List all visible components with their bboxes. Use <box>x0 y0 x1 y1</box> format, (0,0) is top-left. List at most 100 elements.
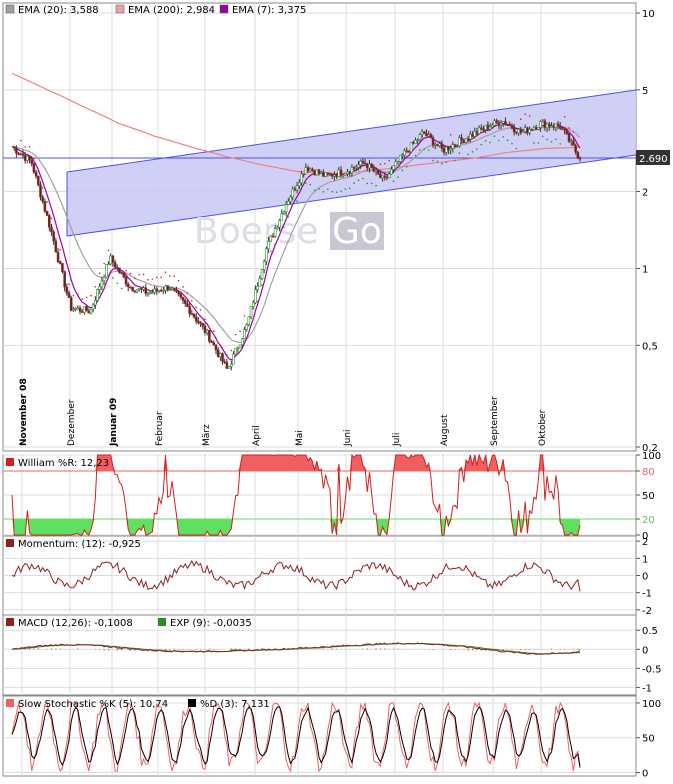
y-tick-label: 80 <box>642 467 655 478</box>
candle-body <box>541 120 545 123</box>
candle-body <box>387 173 391 179</box>
psar-dot <box>98 272 101 275</box>
candle-body <box>537 127 540 130</box>
psar-dot <box>191 299 193 302</box>
candle-body <box>442 147 446 153</box>
psar-dot <box>445 161 448 164</box>
candle-body <box>210 341 213 343</box>
psar-dot <box>366 182 369 185</box>
psar-dot <box>68 283 70 285</box>
stoch-panel: 100 50 0 Slow Stochastic %K (5): 10,74 %D (3… <box>3 696 661 780</box>
psar-dot <box>401 169 404 172</box>
psar-dot <box>138 274 140 276</box>
candle-body <box>383 175 387 178</box>
candle-body <box>453 144 457 146</box>
candle-body <box>455 144 459 147</box>
candle-body <box>153 288 156 293</box>
candle-body <box>137 288 141 291</box>
psar-dot <box>81 298 83 300</box>
watermark: Boerse Go <box>194 211 384 252</box>
candle-body <box>34 172 38 177</box>
psar-dot <box>186 292 189 294</box>
candle-body <box>302 173 305 176</box>
candle-body <box>337 169 341 177</box>
legend-swatch <box>219 4 229 14</box>
psar-dot <box>112 277 114 279</box>
psar-dot <box>173 275 176 278</box>
candle-body <box>341 174 345 177</box>
candle-body <box>172 287 176 291</box>
y-tick-label: 0 <box>642 769 648 779</box>
psar-dot <box>436 160 439 162</box>
candle-body <box>418 134 422 140</box>
candle-body <box>464 138 468 143</box>
candle-body <box>80 310 84 313</box>
psar-dot <box>414 154 417 157</box>
candle-body <box>552 125 555 128</box>
candle-body <box>170 287 174 290</box>
candle-body <box>539 121 542 128</box>
psar-dot <box>90 294 92 297</box>
psar-dot <box>269 250 272 253</box>
month-label: Juni <box>343 429 353 447</box>
candle-body <box>166 285 170 291</box>
candle-body <box>556 123 560 127</box>
psar-dot <box>524 113 526 115</box>
y-tick-label: 100 <box>642 699 661 710</box>
psar-dot <box>24 146 26 148</box>
candle-body <box>473 131 477 137</box>
candle-body <box>227 366 231 369</box>
macd-panel: 0.5 0 -0.5 -1 MACD (12,26): -0,1008 EXP (9): … <box>3 615 662 695</box>
candle-body <box>574 145 577 153</box>
candle-body <box>293 188 297 191</box>
psar-dot <box>248 331 250 334</box>
candle-body <box>83 306 86 313</box>
candle-body <box>328 173 332 176</box>
psar-dot <box>353 182 355 184</box>
williams-panel: 100 80 50 20 0 William %R: 12,23 <box>3 451 661 542</box>
candle-body <box>254 289 257 304</box>
candle-body <box>151 292 154 294</box>
candle-body <box>326 172 330 175</box>
candle-body <box>94 300 97 306</box>
candle-body <box>471 133 474 137</box>
psar-dot <box>480 143 483 146</box>
psar-dot <box>221 347 224 349</box>
psar-dot <box>287 216 290 218</box>
candle-body <box>115 267 119 269</box>
candle-body <box>315 169 319 176</box>
candle-body <box>416 139 420 141</box>
psar-dot <box>550 140 553 143</box>
candle-body <box>221 353 224 362</box>
candle-body <box>109 255 112 265</box>
candle-body <box>458 137 461 147</box>
legend-label: Momentum: (12): -0,925 <box>18 539 141 550</box>
candle-body <box>282 211 286 214</box>
candle-body <box>58 261 62 264</box>
candle-body <box>287 201 290 205</box>
psar-dot <box>94 286 97 288</box>
psar-dot <box>498 139 500 142</box>
legend-label: %D (3): 7,131 <box>200 699 270 710</box>
psar-dot <box>441 162 443 165</box>
candle-body <box>78 307 82 312</box>
psar-dot <box>41 187 44 189</box>
candle-body <box>168 289 172 291</box>
candle-body <box>262 261 266 270</box>
candle-body <box>438 143 441 146</box>
candle-body <box>376 169 380 175</box>
psar-dot <box>160 276 162 279</box>
candle-body <box>392 165 395 170</box>
y-tick-label: 1 <box>642 264 648 275</box>
legend-swatch <box>6 458 14 466</box>
psar-dot <box>533 142 535 144</box>
legend-swatch <box>6 539 14 547</box>
candle-body <box>322 171 325 177</box>
candle-body <box>317 169 321 174</box>
candle-body <box>499 122 503 126</box>
month-label: Juli <box>392 433 402 447</box>
watermark-left: Boerse <box>194 211 319 252</box>
candle-body <box>146 292 150 295</box>
